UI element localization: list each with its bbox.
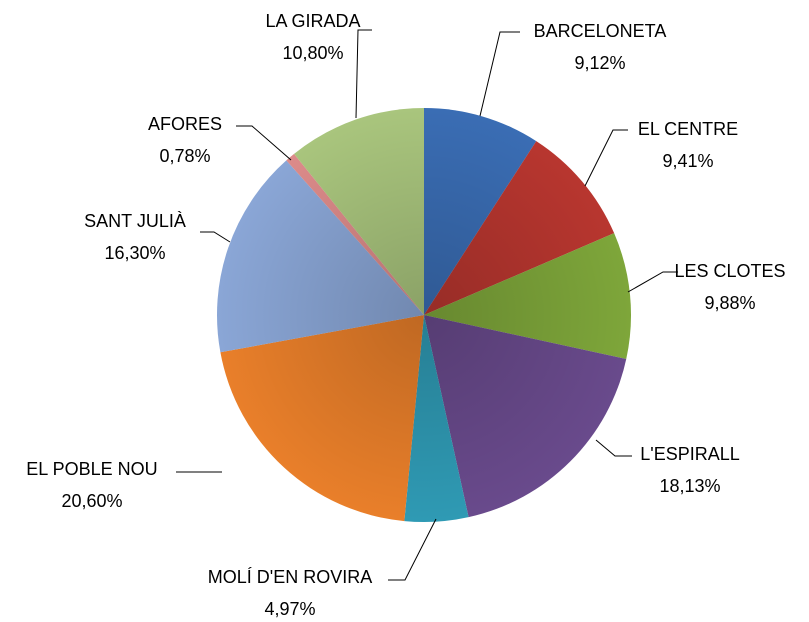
slice-label: SANT JULIÀ — [84, 211, 186, 231]
slice-label: AFORES — [148, 114, 222, 134]
slice-label: MOLÍ D'EN ROVIRA — [208, 567, 372, 587]
slice-value-label: 16,30% — [104, 243, 165, 263]
slice-value-label: 4,97% — [264, 599, 315, 619]
slice-label: L'ESPIRALL — [640, 444, 740, 464]
slice-value-label: 9,12% — [574, 53, 625, 73]
leader-line — [355, 29, 372, 119]
slice-value-label: 0,78% — [159, 146, 210, 166]
slice-label: LES CLOTES — [674, 261, 785, 281]
leader-line — [479, 31, 520, 117]
leader-line — [595, 439, 632, 457]
leader-line — [627, 271, 678, 293]
slice-value-label: 18,13% — [659, 476, 720, 496]
leader-line — [200, 231, 231, 243]
slice-value-label: 20,60% — [61, 491, 122, 511]
slice-label: EL POBLE NOU — [26, 459, 157, 479]
leader-line — [388, 518, 437, 581]
slice-value-label: 10,80% — [282, 43, 343, 63]
slice-label: BARCELONETA — [534, 21, 667, 41]
slice-label: EL CENTRE — [638, 119, 738, 139]
leader-line — [236, 125, 292, 161]
leader-line — [584, 129, 628, 187]
slice-value-label: 9,88% — [704, 293, 755, 313]
slice-label: LA GIRADA — [265, 11, 360, 31]
slice-value-label: 9,41% — [662, 151, 713, 171]
